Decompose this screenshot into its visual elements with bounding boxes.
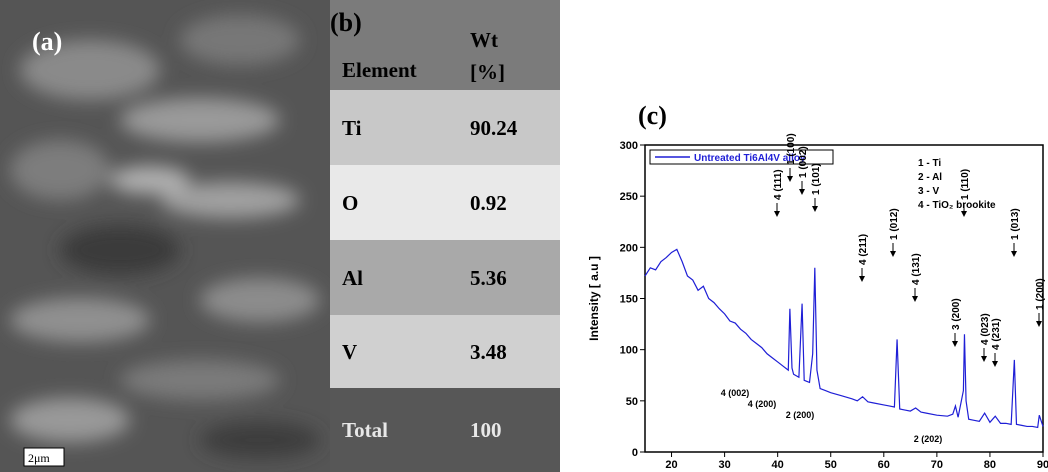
legend-note: 1 - Ti (918, 158, 941, 169)
x-tick-label: 40 (772, 459, 784, 471)
x-tick-label: 80 (984, 459, 996, 471)
plot-frame (644, 144, 1044, 453)
table-cell: 5.36 (470, 265, 507, 290)
peak-arrowhead (787, 176, 793, 182)
peak-label: 4 (131) (911, 253, 922, 285)
peak-label: 4 (211) (858, 234, 869, 265)
peak-label: 4 (111) (773, 169, 784, 200)
y-axis-label: Intensity [ a.u ] (587, 256, 601, 341)
table: Element Wt [%] (b) Ti 90.24 O 0.92 Al 5.36 V 3.48 T… (330, 0, 560, 472)
peak-arrowhead (774, 211, 780, 217)
sem-texture (10, 15, 320, 458)
y-tick-label: 100 (620, 345, 638, 357)
scale-bar-box (23, 447, 65, 467)
peak-label: 1 (100) (786, 133, 797, 165)
y-tick-label: 50 (626, 396, 638, 408)
peak-label: 1 (002) (798, 146, 809, 178)
peak-arrowhead (912, 296, 918, 302)
peak-arrowhead (992, 361, 998, 367)
table-cell: 100 (470, 418, 502, 442)
peak-arrowhead (1011, 251, 1017, 257)
peak-label: 1 (101) (811, 163, 822, 195)
header-cell: Element (342, 58, 417, 82)
peak-arrowhead (859, 276, 865, 282)
table-row: Total 100 (330, 388, 560, 472)
panel-label: (b) (330, 8, 362, 37)
peak-label: 2 (202) (914, 434, 943, 444)
peak-label: 4 (023) (980, 313, 991, 345)
legend-note: 2 - Al (918, 172, 942, 183)
chart-title: (c) (638, 101, 667, 130)
table-cell: O (342, 190, 359, 215)
y-tick-label: 150 (620, 294, 638, 306)
peak-arrowhead (812, 206, 818, 212)
panel-label: (a) (32, 27, 62, 56)
sem-image: (a) 2μm (0, 0, 330, 472)
y-tick-label: 250 (620, 191, 638, 203)
peak-label: 4 (200) (748, 399, 777, 409)
peak-label: 1 (012) (889, 208, 900, 240)
data-line (644, 248, 1044, 429)
legend-note: 4 - TiO₂ brookite (918, 200, 996, 211)
table-header: Element Wt [%] (330, 0, 560, 90)
x-tick-label: 30 (718, 459, 730, 471)
peak-label: 1 (013) (1010, 208, 1021, 240)
scale-bar: 2μm (28, 451, 50, 465)
x-tick-label: 20 (665, 459, 677, 471)
table-cell: Total (342, 418, 388, 442)
peak-arrowhead (799, 189, 805, 195)
peak-arrowhead (890, 251, 896, 257)
table-row: V 3.48 (330, 315, 560, 388)
table-cell: Al (342, 265, 363, 290)
peak-label: 2 (200) (786, 410, 815, 420)
x-tick-label: 60 (878, 459, 890, 471)
y-tick-label: 300 (620, 140, 638, 152)
table-cell: 90.24 (470, 115, 518, 140)
peak-arrowhead (981, 356, 987, 362)
table-cell: Ti (342, 115, 362, 140)
peak-label: 4 (002) (721, 388, 750, 398)
legend-note: 3 - V (918, 186, 939, 197)
table-row: O 0.92 (330, 165, 560, 240)
legend-label: Untreated Ti6Al4V alloy (694, 153, 806, 164)
x-tick-label: 90 (1037, 459, 1048, 471)
table-row: Al 5.36 (330, 240, 560, 315)
y-tick-label: 0 (632, 447, 638, 459)
y-tick-label: 200 (620, 242, 638, 254)
peak-arrowhead (961, 211, 967, 217)
peak-arrowhead (952, 341, 958, 347)
legend-box (649, 149, 834, 165)
peak-label: 1 (110) (960, 169, 971, 200)
table-cell: 3.48 (470, 339, 507, 364)
peak-label: 3 (200) (951, 298, 962, 330)
table-cell: V (342, 339, 358, 364)
x-tick-label: 70 (931, 459, 943, 471)
peak-label: 4 (231) (991, 318, 1002, 350)
peak-label: 1 (200) (1035, 278, 1046, 310)
chart: (c) 05010015020025030020304050607080902θ… (587, 101, 1048, 472)
table-cell: 0.92 (470, 190, 507, 215)
header-cell: Wt [%] (470, 28, 505, 84)
x-tick-label: 50 (825, 459, 837, 471)
table-row: Ti 90.24 (330, 90, 560, 165)
peak-arrowhead (1036, 321, 1042, 327)
